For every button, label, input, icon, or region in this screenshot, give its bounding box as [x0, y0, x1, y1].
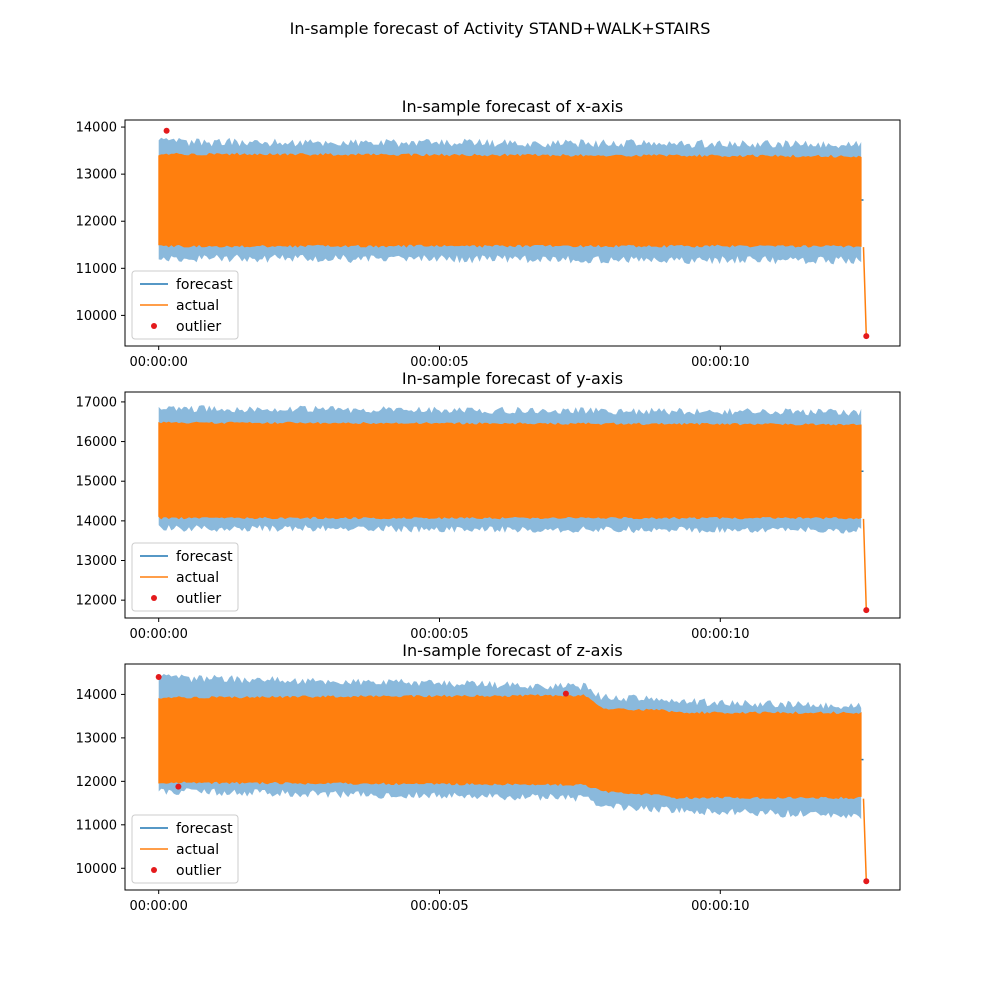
axes-frame: [124, 119, 901, 347]
outlier-point: [863, 607, 870, 614]
legend-forecast-label: forecast: [176, 549, 233, 565]
legend-forecast-label: forecast: [176, 277, 233, 293]
y-tick-label: 14000: [76, 688, 117, 703]
x-tick-label: 00:00:10: [691, 627, 749, 642]
subplot-title: In-sample forecast of x-axis: [402, 97, 623, 116]
y-tick-label: 13000: [76, 731, 117, 746]
subplot-2: 12000 13000 14000 15000 16000 17000 00:00:00 00…: [76, 369, 901, 642]
outlier-point: [562, 690, 569, 697]
actual-drop-line: [862, 798, 868, 882]
x-tick-label: 00:00:05: [410, 899, 468, 914]
subplot-3: 10000 11000 12000 13000 14000 00:00:00 00:00:0…: [76, 641, 901, 914]
outlier-point: [175, 783, 182, 790]
subplot-1: 10000 11000 12000 13000 14000 00:00:00 00:00:0…: [76, 97, 901, 370]
legend-outlier-swatch: [151, 323, 157, 329]
y-tick-label: 17000: [76, 395, 117, 410]
y-tick-label: 10000: [76, 309, 117, 324]
y-tick-label: 11000: [76, 818, 117, 833]
x-tick-label: 00:00:10: [691, 355, 749, 370]
outlier-point: [863, 878, 870, 885]
x-tick-label: 00:00:00: [130, 899, 188, 914]
legend-box: [131, 542, 239, 612]
actual-drop-line: [862, 518, 868, 611]
actual-signal: [158, 421, 862, 520]
y-tick-label: 15000: [76, 475, 117, 490]
legend-actual-label: actual: [176, 842, 219, 858]
figure-suptitle: In-sample forecast of Activity STAND+WAL…: [290, 19, 711, 38]
legend-outlier-label: outlier: [176, 591, 221, 607]
y-tick-label: 16000: [76, 435, 117, 450]
x-tick-label: 00:00:05: [410, 355, 468, 370]
legend-outlier-label: outlier: [176, 863, 221, 879]
legend-box: [131, 270, 239, 340]
outlier-point: [155, 674, 162, 680]
x-tick-label: 00:00:00: [130, 355, 188, 370]
axes-frame: [124, 663, 901, 891]
x-tick-label: 00:00:10: [691, 899, 749, 914]
x-tick-label: 00:00:00: [130, 627, 188, 642]
y-tick-label: 13000: [76, 554, 117, 569]
outlier-point: [163, 127, 170, 134]
legend-forecast-label: forecast: [176, 821, 233, 837]
y-tick-label: 12000: [76, 775, 117, 790]
legend-outlier-swatch: [151, 595, 157, 601]
axes-frame: [124, 391, 901, 619]
y-tick-label: 11000: [76, 262, 117, 277]
legend-outlier-label: outlier: [176, 319, 221, 335]
subplot-title: In-sample forecast of z-axis: [402, 641, 622, 660]
y-tick-label: 13000: [76, 168, 117, 183]
subplot-title: In-sample forecast of y-axis: [402, 369, 623, 388]
y-tick-label: 12000: [76, 215, 117, 230]
outlier-point: [863, 333, 870, 340]
x-tick-label: 00:00:05: [410, 627, 468, 642]
legend-outlier-swatch: [151, 867, 157, 873]
legend-actual-label: actual: [176, 298, 219, 314]
y-tick-label: 14000: [76, 121, 117, 136]
actual-signal: [158, 152, 862, 248]
y-tick-label: 14000: [76, 514, 117, 529]
y-tick-label: 10000: [76, 862, 117, 877]
actual-drop-line: [862, 247, 868, 337]
legend-actual-label: actual: [176, 570, 219, 586]
actual-signal: [158, 694, 862, 800]
legend-box: [131, 814, 239, 884]
y-tick-label: 12000: [76, 594, 117, 609]
